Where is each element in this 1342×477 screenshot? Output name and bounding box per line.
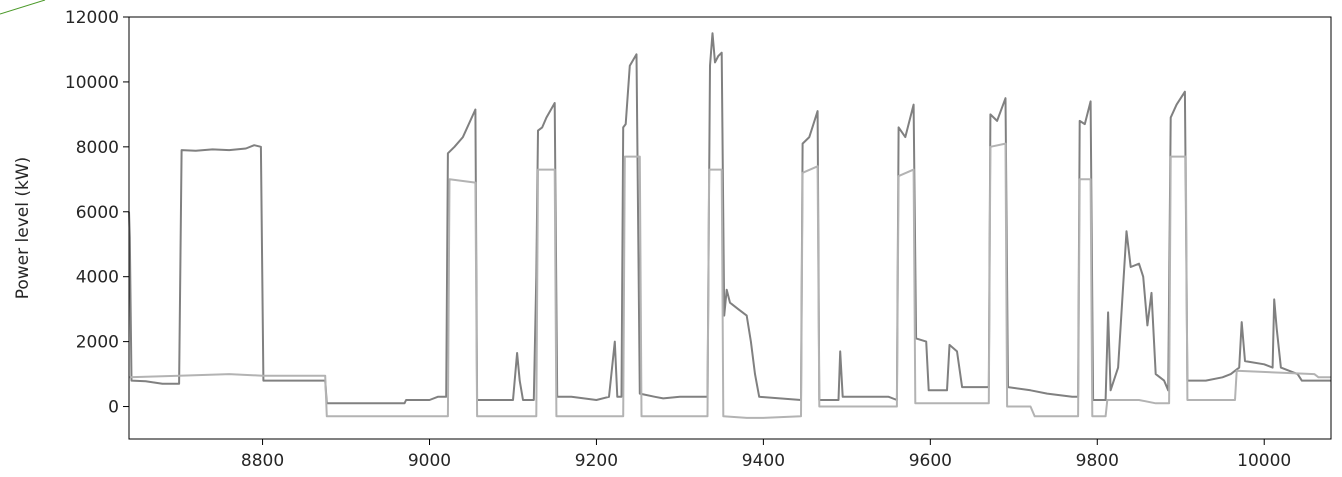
x-tick-label: 10000 bbox=[1237, 451, 1291, 471]
corner-decoration-line bbox=[0, 0, 46, 15]
y-tick-label: 4000 bbox=[76, 268, 119, 288]
x-tick-label: 9000 bbox=[408, 451, 451, 471]
y-tick-label: 8000 bbox=[76, 138, 119, 158]
y-tick-label: 0 bbox=[108, 398, 119, 418]
y-tick-label: 12000 bbox=[65, 8, 119, 28]
x-tick-label: 9800 bbox=[1076, 451, 1119, 471]
series-line-2 bbox=[128, 142, 1331, 419]
y-tick-label: 2000 bbox=[76, 333, 119, 353]
y-tick-label: 10000 bbox=[65, 73, 119, 93]
series-layer bbox=[128, 32, 1331, 419]
plot-frame bbox=[128, 16, 1332, 440]
x-axis: 8800 9000 9200 9400 9600 9800 10000 bbox=[241, 439, 1291, 471]
y-tick-label: 6000 bbox=[76, 203, 119, 223]
x-tick-label: 8800 bbox=[241, 451, 284, 471]
y-axis-label: Power level (kW) bbox=[13, 157, 33, 300]
x-tick-label: 9400 bbox=[742, 451, 785, 471]
series-line-1 bbox=[128, 32, 1331, 405]
x-tick-label: 9600 bbox=[909, 451, 952, 471]
x-tick-label: 9200 bbox=[575, 451, 618, 471]
y-axis: 0 2000 4000 6000 8000 10000 12000 bbox=[65, 8, 129, 418]
